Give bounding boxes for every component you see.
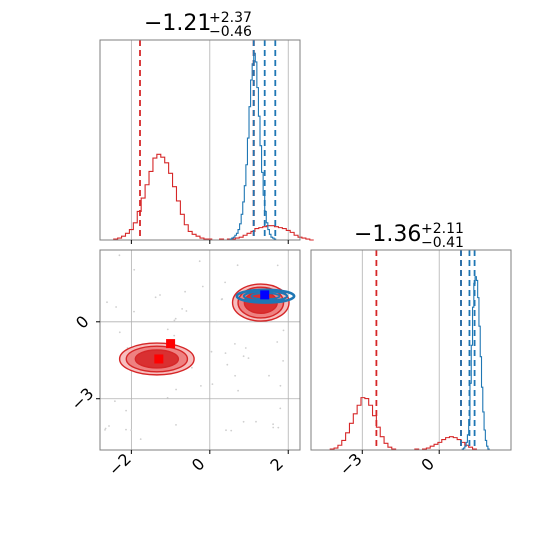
scatter-y-tick-labels: −3 0 [67, 312, 97, 414]
y-hist-hist-blue [461, 276, 490, 450]
scatter-sample-point [234, 374, 237, 377]
scatter-sample-point [230, 429, 233, 432]
scatter-sample-point [108, 425, 110, 427]
scatter-sample-point [272, 423, 274, 426]
scatter-sample-point [276, 264, 279, 267]
scatter-sample-point [106, 301, 108, 304]
scatter-sample-point [118, 254, 121, 257]
scatter-ticks [96, 321, 289, 454]
scatter-sample-point [104, 427, 107, 430]
scatter-sample-point [173, 334, 176, 337]
scatter-sample-point [277, 426, 280, 429]
scatter-sample-point [201, 285, 204, 288]
scatter-sample-point [211, 383, 214, 385]
scatter-sample-point [279, 384, 282, 387]
scatter-grid [100, 250, 300, 450]
scatter-panel: −2 0 2 −3 0 [67, 249, 301, 480]
scatter-sample-point [173, 319, 176, 322]
red-truth-marker [166, 339, 176, 349]
scatter-frame [99, 249, 301, 451]
x-hist-title-upper: +2.37 [209, 10, 252, 26]
y-hist-quantile-lines [375, 250, 476, 450]
scatter-sample-point [185, 310, 188, 312]
y-hist-title-upper: +2.11 [421, 221, 464, 237]
scatter-sample-point [181, 308, 184, 310]
scatter-sample-point [133, 268, 136, 271]
scatter-sample-point [221, 298, 224, 300]
scatter-sample-point [159, 294, 161, 296]
scatter-sample-point [224, 352, 227, 354]
scatter-sample-point [133, 310, 135, 313]
y-hist-title: −1.36 [354, 222, 421, 247]
scatter-x-tick-label: 0 [188, 454, 209, 475]
x-hist-frame [99, 39, 301, 241]
scatter-sample-point [242, 420, 245, 423]
scatter-sample-point [166, 397, 169, 399]
y-hist-panel: −3 0 −1.36 +2.11 −0.41 [310, 221, 512, 480]
scatter-sample-point [166, 328, 169, 331]
scatter-y-tick-label: 0 [72, 312, 93, 333]
scatter-sample-point [125, 428, 127, 431]
scatter-sample-point [210, 350, 213, 353]
scatter-sample-point [237, 389, 240, 392]
blue-contour-level [235, 288, 296, 304]
scatter-y-tick-label: −3 [67, 384, 97, 414]
scatter-sample-point [247, 357, 250, 359]
scatter-sample-point [104, 429, 106, 431]
scatter-x-tick-labels: −2 0 2 [105, 449, 287, 479]
x-hist-hist-red [109, 153, 314, 241]
y-hist-frame [310, 249, 512, 451]
scatter-sample-point [244, 347, 247, 349]
y-hist-ticks [361, 450, 440, 454]
x-hist-title-lower: −0.46 [209, 24, 252, 40]
x-hist-grid [130, 40, 289, 240]
scatter-sample-point [255, 420, 257, 423]
scatter-sample-point [114, 400, 116, 403]
y-hist-hist-red [326, 397, 477, 451]
scatter-sample-point [198, 260, 201, 263]
scatter-sample-point [226, 363, 229, 366]
scatter-x-tick-label: 2 [266, 454, 287, 475]
x-hist-title: −1.21 [144, 11, 211, 36]
scatter-sample-point [268, 374, 270, 377]
y-hist-title-lower: −0.41 [421, 235, 464, 251]
scatter-sample-point [215, 320, 218, 323]
x-hist-quantile-lines [139, 40, 277, 240]
scatter-sample-point [276, 341, 279, 343]
scatter-sample-point [175, 424, 177, 426]
scatter-x-tick-label: −2 [105, 449, 135, 479]
scatter-sample-point [234, 343, 236, 345]
y-hist-x-tick-label: −3 [336, 449, 366, 479]
scatter-sample-point [236, 264, 239, 267]
y-hist-x-tick-labels: −3 0 [336, 449, 438, 479]
scatter-points [104, 254, 296, 440]
scatter-sample-point [118, 331, 121, 334]
scatter-sample-point [225, 429, 227, 432]
scatter-sample-point [125, 409, 127, 412]
scatter-sample-point [191, 366, 193, 369]
scatter-sample-point [272, 426, 275, 429]
scatter-sample-point [175, 388, 178, 391]
x-hist-ticks [130, 240, 289, 244]
y-hist-series [326, 276, 490, 451]
scatter-sample-point [115, 306, 117, 308]
truth-markers [154, 290, 270, 364]
scatter-sample-point [200, 385, 202, 387]
scatter-sample-point [139, 438, 142, 440]
scatter-sample-point [184, 290, 187, 293]
scatter-sample-point [224, 281, 227, 284]
red-truth-marker [154, 354, 164, 364]
scatter-sample-point [279, 407, 282, 410]
scatter-sample-point [130, 429, 133, 432]
scatter-sample-point [242, 355, 245, 358]
y-hist-x-tick-label: 0 [417, 454, 438, 475]
scatter-sample-point [282, 329, 285, 332]
scatter-sample-point [154, 296, 157, 299]
blue-truth-marker [260, 290, 270, 300]
x-hist-panel: −1.21 +2.37 −0.46 [99, 10, 314, 244]
scatter-sample-point [174, 317, 177, 320]
scatter-sample-point [282, 360, 284, 362]
y-hist-grid [361, 250, 440, 450]
